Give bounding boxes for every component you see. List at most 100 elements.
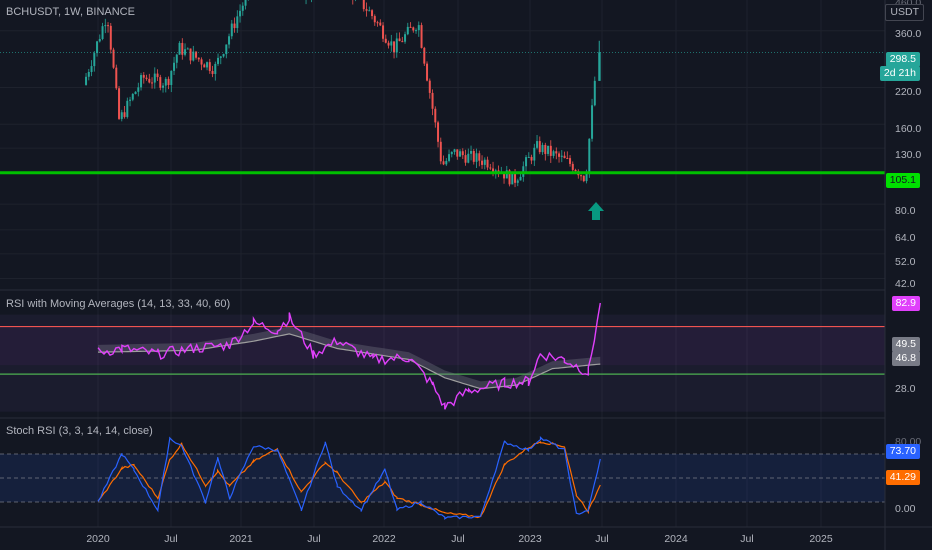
candle-body <box>536 141 539 148</box>
candle-body <box>489 167 492 169</box>
candle-body <box>107 25 110 27</box>
candle-body <box>461 151 464 156</box>
candle-body <box>387 42 390 46</box>
rsi-ma-badge-1: 49.5 <box>891 337 920 352</box>
candle-body <box>426 63 429 81</box>
candle-body <box>453 149 456 152</box>
candle-body <box>503 172 506 179</box>
price-tick-8: 42.0 <box>895 278 916 290</box>
candle-body <box>439 141 442 162</box>
candle-body <box>569 158 572 164</box>
price-tick-3: 160.0 <box>895 123 922 135</box>
candle-body <box>456 149 459 157</box>
stoch-k-badge: 73.70 <box>885 444 920 459</box>
candle-body <box>87 71 90 77</box>
candle-body <box>549 145 552 156</box>
candle-body <box>148 78 151 83</box>
candle-body <box>442 161 445 165</box>
candle-body <box>379 22 382 26</box>
candle-body <box>118 88 121 119</box>
candle-body <box>560 155 563 157</box>
candle-body <box>593 80 596 106</box>
candle-body <box>472 151 475 162</box>
time-label-jul-2023: Jul <box>595 533 609 545</box>
rsi-title[interactable]: RSI with Moving Averages (14, 13, 33, 40… <box>6 298 231 310</box>
candle-body <box>241 5 244 11</box>
rsi-band-upper <box>0 326 885 366</box>
candle-body <box>431 92 434 109</box>
candle-body <box>230 23 233 37</box>
time-label-2024: 2024 <box>664 533 688 545</box>
candle-body <box>225 44 228 55</box>
candle-body <box>192 51 195 61</box>
candle-body <box>93 53 96 67</box>
candle-body <box>189 48 192 61</box>
candle-body <box>401 41 404 43</box>
candle-body <box>398 38 401 42</box>
candle-body <box>211 70 214 74</box>
candle-body <box>552 151 555 156</box>
last-price-badge: 298.5 <box>885 52 920 67</box>
price-tick-5: 80.0 <box>895 205 916 217</box>
candle-body <box>214 63 217 74</box>
candle-body <box>126 100 129 117</box>
candle-body <box>153 73 156 83</box>
candle-body <box>115 67 118 89</box>
candle-body <box>538 141 541 153</box>
candle-body <box>566 158 569 160</box>
candle-body <box>478 153 481 161</box>
stoch-title[interactable]: Stoch RSI (3, 3, 14, 14, close) <box>6 425 153 437</box>
candle-body <box>525 157 528 167</box>
currency-badge[interactable]: USDT <box>885 4 924 21</box>
support-price-badge: 105.1 <box>885 173 920 188</box>
candle-body <box>558 153 561 157</box>
time-label-2020: 2020 <box>86 533 110 545</box>
candle-body <box>178 42 181 55</box>
candle-body <box>104 25 107 27</box>
candle-body <box>376 22 379 24</box>
candle-body <box>423 47 426 64</box>
candle-body <box>547 145 550 154</box>
candle-body <box>197 57 200 60</box>
candle-body <box>516 180 519 183</box>
time-label-2023: 2023 <box>518 533 542 545</box>
candle-body <box>384 38 387 43</box>
candle-body <box>434 108 437 123</box>
candle-body <box>159 77 162 88</box>
countdown-badge: 2d 21h <box>879 66 920 81</box>
candle-body <box>395 38 398 53</box>
rsi-line <box>97 302 601 410</box>
candle-body <box>98 39 101 42</box>
candle-body <box>167 78 170 85</box>
candle-body <box>409 26 412 28</box>
candle-body <box>412 27 415 31</box>
candle-body <box>544 144 547 154</box>
time-label-jul-2020: Jul <box>164 533 178 545</box>
candle-body <box>428 80 431 93</box>
candle-body <box>393 41 396 53</box>
candle-body <box>519 176 522 181</box>
candle-body <box>483 159 486 165</box>
indicator-bands <box>0 314 885 503</box>
rsi-ma-group <box>97 326 601 390</box>
candle-body <box>181 42 184 55</box>
candle-body <box>486 159 489 168</box>
price-tick-7: 52.0 <box>895 256 916 268</box>
candle-body <box>470 151 473 154</box>
candle-body <box>459 151 462 157</box>
candle-body <box>450 151 453 155</box>
grid-lines <box>0 0 885 527</box>
rsi-ma-cloud <box>98 326 601 389</box>
candle-body <box>362 0 365 10</box>
candle-body <box>120 112 123 119</box>
candle-body <box>492 168 495 172</box>
candle-body <box>373 16 376 23</box>
stoch-d-badge: 41.29 <box>885 470 920 485</box>
candle-body <box>571 163 574 170</box>
candle-body-last <box>598 52 601 81</box>
candle-body <box>382 25 385 39</box>
candle-body <box>156 73 159 78</box>
symbol-title[interactable]: BCHUSDT, 1W, BINANCE <box>6 6 135 18</box>
price-tick-4: 130.0 <box>895 149 922 161</box>
